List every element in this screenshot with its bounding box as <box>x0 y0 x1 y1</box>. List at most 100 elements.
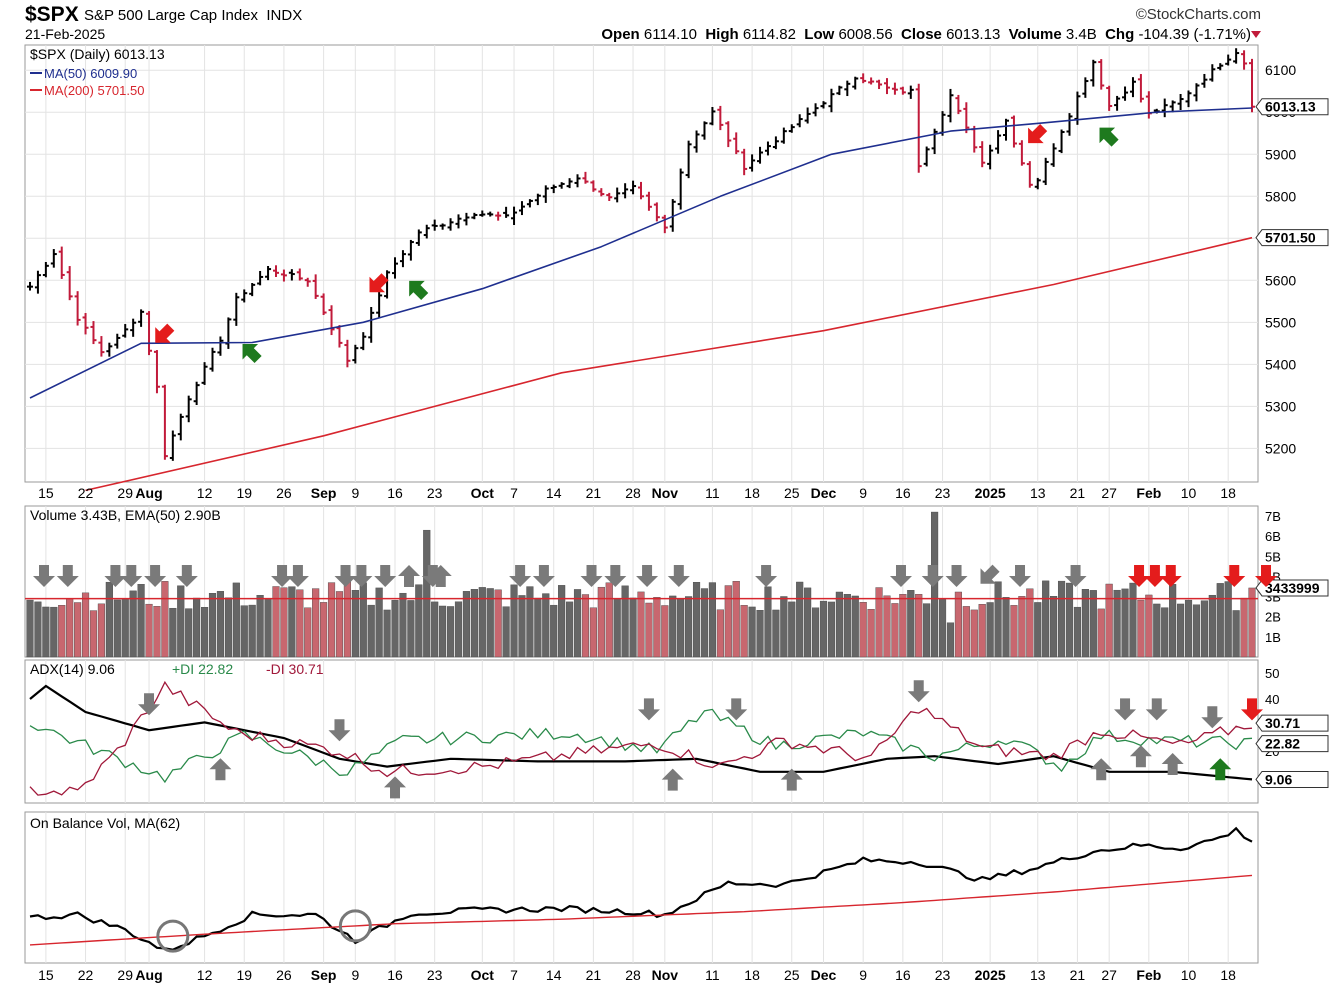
volume-bar <box>978 604 986 658</box>
volume-bar <box>248 604 256 658</box>
volume-bar <box>105 581 113 658</box>
gray-volume-signal-icon <box>755 565 778 587</box>
index-name: S&P 500 Large Cap Index INDX <box>84 7 302 24</box>
volume-bar <box>883 595 891 658</box>
price-tick-label: 6100 <box>1265 62 1296 78</box>
volume-bar <box>605 582 613 658</box>
volume-bar <box>946 622 955 658</box>
volume-bar <box>240 605 248 658</box>
volume-bar <box>97 603 105 658</box>
volume-bar <box>621 585 629 658</box>
volume-bar <box>756 610 764 658</box>
last-price-badge: 6013.13 <box>1265 99 1316 115</box>
x-tick-label: 26 <box>276 485 292 501</box>
volume-value: 3.4B <box>1065 26 1097 43</box>
volume-bar <box>145 603 153 658</box>
volume-bar <box>1240 597 1248 658</box>
volume-bar <box>113 599 121 658</box>
gray-adx-signal-icon <box>907 680 930 703</box>
volume-bar <box>1081 589 1089 658</box>
volume-bar <box>907 590 915 658</box>
volume-bar <box>724 585 732 658</box>
x-tick-label: Aug <box>135 967 162 983</box>
green-signal-arrow-icon <box>242 343 262 364</box>
change-value: -104.39 (-1.71%) <box>1138 26 1251 43</box>
red-volume-signal-icon <box>1159 565 1182 587</box>
ma200-line <box>85 236 1253 492</box>
volume-bar <box>708 582 716 658</box>
volume-bar <box>280 587 288 658</box>
x-tick-label: 23 <box>427 485 443 501</box>
panel-frame-price <box>24 44 1259 483</box>
x-tick-label: 14 <box>546 485 562 501</box>
volume-bar <box>716 609 724 658</box>
x-tick-label: 22 <box>78 485 94 501</box>
volume-bar <box>208 593 217 658</box>
price-tick-label: 5800 <box>1265 188 1296 204</box>
volume-bar <box>581 594 590 658</box>
x-tick-label: Dec <box>811 967 837 983</box>
gray-volume-signal-icon <box>667 565 690 587</box>
volume-bar <box>1145 594 1153 658</box>
volume-bar <box>470 589 478 658</box>
red-signal-arrow-icon <box>155 323 175 343</box>
gray-adx-signal-icon <box>780 768 803 791</box>
volume-bar <box>1113 589 1121 658</box>
volume-bar <box>812 607 820 658</box>
volume-bar <box>359 582 367 658</box>
gray-volume-signal-icon <box>636 565 659 587</box>
gray-volume-signal-icon <box>271 565 294 587</box>
gray-volume-signal-icon <box>1009 565 1032 587</box>
gray-volume-signal-icon <box>604 565 627 587</box>
volume-bar <box>550 604 558 658</box>
volume-bar <box>637 591 645 658</box>
chart-date: 21-Feb-2025 <box>25 26 106 42</box>
volume-bar <box>335 591 344 658</box>
x-tick-label: 16 <box>895 485 911 501</box>
volume-bar <box>1073 606 1081 658</box>
volume-bar <box>566 601 574 658</box>
x-tick-label: 19 <box>236 967 252 983</box>
plus-di-badge-box <box>1255 735 1329 753</box>
volume-bar <box>327 582 336 658</box>
x-tick-label: 13 <box>1030 967 1046 983</box>
volume-bar <box>58 605 66 658</box>
volume-bar <box>589 607 597 658</box>
gray-adx-signal-icon <box>209 758 232 781</box>
x-tick-label: 28 <box>625 967 641 983</box>
volume-bar <box>597 586 605 658</box>
x-tick-label: 9 <box>859 967 867 983</box>
x-tick-label: 14 <box>546 967 562 983</box>
price-tick-label: 5400 <box>1265 356 1296 372</box>
volume-bar <box>938 599 947 658</box>
low-label: Low <box>804 26 835 43</box>
x-tick-label: Feb <box>1136 485 1161 501</box>
volume-bar <box>1018 596 1026 658</box>
x-tick-label: Feb <box>1136 967 1161 983</box>
brand-logo[interactable]: ©StockCharts.com <box>1135 6 1261 23</box>
x-tick-label: 26 <box>276 967 292 983</box>
x-tick-label: Oct <box>471 967 495 983</box>
gray-volume-signal-icon <box>120 565 143 587</box>
volume-tick-label: 6B <box>1265 529 1281 544</box>
volume-bar <box>407 600 415 658</box>
gray-volume-signal-icon <box>175 565 198 587</box>
panel-frame-obv <box>24 811 1259 964</box>
volume-bar <box>462 591 470 658</box>
index-full-name: S&P 500 Large Cap Index <box>84 7 259 24</box>
volume-bar <box>1105 583 1113 658</box>
volume-bar <box>875 587 883 658</box>
volume-bar <box>137 584 145 658</box>
gray-adx-signal-icon <box>1201 706 1224 729</box>
volume-bar <box>153 606 161 658</box>
x-tick-label: 27 <box>1101 485 1117 501</box>
gray-volume-signal-icon <box>580 565 603 587</box>
volume-bar <box>478 587 486 658</box>
gray-volume-signal-icon <box>889 565 912 587</box>
volume-legend: Volume 3.43B, EMA(50) 2.90B <box>30 507 221 523</box>
x-tick-label: Oct <box>471 485 495 501</box>
volume-bar <box>796 581 804 658</box>
gray-adx-signal-icon <box>1090 758 1113 781</box>
volume-bar <box>161 581 169 658</box>
